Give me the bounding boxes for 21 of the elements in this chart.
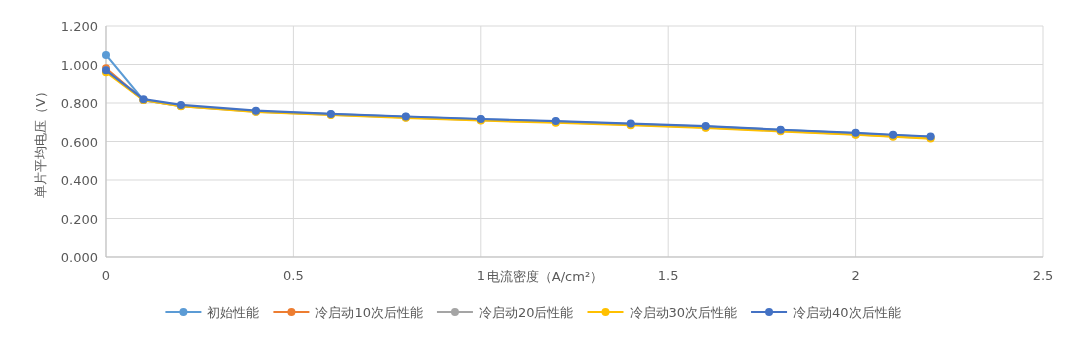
y-tick-label: 0.200	[60, 211, 98, 227]
y-tick-label: 1.200	[60, 19, 98, 34]
y-axis-title: 单片平均电压（V）	[33, 85, 48, 198]
x-tick-label: 1	[476, 268, 485, 283]
y-tick-label: 0.600	[60, 134, 98, 150]
y-tick-label: 1.000	[60, 57, 98, 73]
legend-label: 冷启动10次后性能	[315, 305, 423, 320]
y-tick-label: 0.800	[60, 96, 98, 111]
x-tick-label: 2.5	[1032, 268, 1054, 283]
y-tick-label: 0.000	[60, 250, 98, 265]
point	[102, 50, 110, 59]
x-axis-title: 电流密度（A/cm²）	[486, 269, 604, 284]
legend-label: 冷启动30次后性能	[629, 305, 738, 320]
legend-label: 初始性能	[207, 305, 260, 320]
x-tick-label: 0.5	[283, 268, 304, 283]
x-tick-label: 0	[101, 268, 111, 283]
legend-label: 冷启动40次后性能	[793, 305, 901, 320]
legend-label: 冷启动20后性能	[478, 305, 574, 320]
x-tick-label: 1.5	[657, 268, 679, 283]
y-tick-label: 0.400	[60, 173, 98, 188]
x-tick-label: 2	[851, 268, 860, 283]
